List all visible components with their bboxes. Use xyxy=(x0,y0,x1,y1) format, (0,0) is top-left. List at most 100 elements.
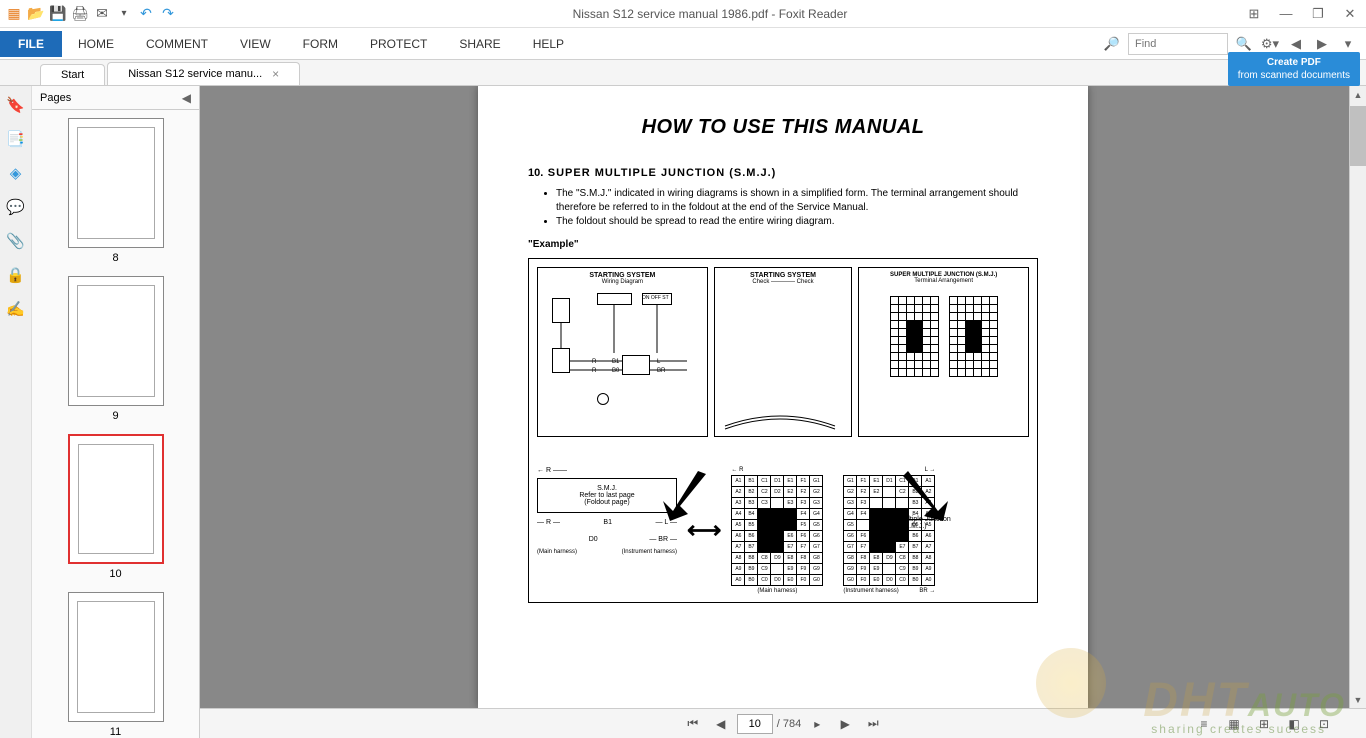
view-mode-icon[interactable]: ≡ xyxy=(1192,713,1216,735)
menu-comment[interactable]: COMMENT xyxy=(130,31,224,57)
signatures-icon[interactable]: ✍ xyxy=(5,298,27,320)
app-icon: ▦ xyxy=(4,4,24,24)
menu-share[interactable]: SHARE xyxy=(443,31,516,57)
section-title: SUPER MULTIPLE JUNCTION (S.M.J.) xyxy=(548,167,777,179)
tab-label: Nissan S12 service manu... xyxy=(128,68,262,80)
menu-form[interactable]: FORM xyxy=(287,31,354,57)
next-page-button[interactable]: ▶ xyxy=(833,713,857,735)
scroll-up-icon[interactable]: ▲ xyxy=(1350,86,1366,103)
file-menu[interactable]: FILE xyxy=(0,31,62,57)
scroll-thumb[interactable] xyxy=(1350,106,1366,166)
menu-home[interactable]: HOME xyxy=(62,31,130,57)
terminal-grid-left: A1B1C1D1E1F1G1A2B2C2D2E2F2G2A3B3C3E3F3G3… xyxy=(731,475,823,586)
pages-icon[interactable]: 📑 xyxy=(5,128,27,150)
tab-close-icon[interactable]: × xyxy=(272,67,279,81)
quick-access-toolbar: ▦ 📂 💾 🖨 ✉ ▾ ↶ ↷ xyxy=(4,4,178,24)
menu-help[interactable]: HELP xyxy=(517,31,580,57)
window-controls: ⊞ — ❐ ✕ xyxy=(1242,4,1362,24)
tab-label: Start xyxy=(61,69,84,81)
create-pdf-title: Create PDF xyxy=(1238,56,1350,69)
document-tabs: Start Nissan S12 service manu... × xyxy=(0,60,1366,86)
comments-icon[interactable]: 💬 xyxy=(5,196,27,218)
view-mode-icon[interactable]: ⊞ xyxy=(1252,713,1276,735)
terminal-grids: ← R A1B1C1D1E1F1G1A2B2C2D2E2F2G2A3B3C3E3… xyxy=(731,467,1029,594)
search-input[interactable] xyxy=(1128,33,1228,55)
pdf-page: HOW TO USE THIS MANUAL 10. SUPER MULTIPL… xyxy=(478,86,1088,708)
collapse-icon[interactable]: ◀ xyxy=(182,91,191,105)
view-mode-buttons: ≡ ▦ ⊞ ◧ ⊡ xyxy=(1192,713,1336,735)
page-navigation-bar: ⏮ ◀ / 784 ▸ ▶ ⏭ ≡ ▦ ⊞ ◧ ⊡ xyxy=(200,708,1366,738)
terminal-panel: SUPER MULTIPLE JUNCTION (S.M.J.) Termina… xyxy=(858,267,1029,437)
first-page-button[interactable]: ⏮ xyxy=(681,713,705,735)
view-mode-icon[interactable]: ◧ xyxy=(1282,713,1306,735)
close-button[interactable]: ✕ xyxy=(1338,4,1362,24)
search-icon[interactable]: 🔍 xyxy=(1234,34,1254,54)
bullet-item: The foldout should be spread to read the… xyxy=(556,215,1038,229)
vertical-scrollbar[interactable]: ▲ ▼ xyxy=(1349,86,1366,708)
view-mode-icon[interactable]: ⊡ xyxy=(1312,713,1336,735)
scroll-down-icon[interactable]: ▼ xyxy=(1350,691,1366,708)
window-title: Nissan S12 service manual 1986.pdf - Fox… xyxy=(178,7,1242,21)
section-number: 10. xyxy=(528,167,543,179)
page-thumbnail[interactable]: 10 xyxy=(40,434,191,580)
wiring-diagram-panel: STARTING SYSTEM Wiring Diagram ON OFF ST… xyxy=(537,267,708,437)
page-total-label: / 784 xyxy=(777,718,801,730)
wiring-schematic: ON OFF ST B1 B0 L BR R R xyxy=(542,293,703,413)
bullet-list: The "S.M.J." indicated in wiring diagram… xyxy=(542,187,1038,229)
sidebar: 🔖 📑 ◈ 💬 📎 🔒 ✍ Pages ◀ 891011 xyxy=(0,86,200,738)
terminal-grid-right: G1F1E1D1C1B1A1G2F2E2C2B2A2G3F3B3A3G4F4B4… xyxy=(843,475,935,586)
next-find-icon[interactable]: ▶ xyxy=(1312,34,1332,54)
prev-page-button[interactable]: ◀ xyxy=(709,713,733,735)
redo-icon[interactable]: ↷ xyxy=(158,4,178,24)
diagram-container: STARTING SYSTEM Wiring Diagram ON OFF ST… xyxy=(528,258,1038,603)
view-mode-icon[interactable]: ▦ xyxy=(1222,713,1246,735)
last-page-button[interactable]: ⏭ xyxy=(861,713,885,735)
bookmarks-icon[interactable]: 🔖 xyxy=(5,94,27,116)
bullet-item: The "S.M.J." indicated in wiring diagram… xyxy=(556,187,1038,215)
menu-protect[interactable]: PROTECT xyxy=(354,31,443,57)
page-thumbnail[interactable]: 11 xyxy=(40,592,191,738)
menu-view[interactable]: VIEW xyxy=(224,31,287,57)
titlebar: ▦ 📂 💾 🖨 ✉ ▾ ↶ ↷ Nissan S12 service manua… xyxy=(0,0,1366,28)
smj-mini-grid-left xyxy=(890,296,939,377)
undo-icon[interactable]: ↶ xyxy=(136,4,156,24)
tab-start[interactable]: Start xyxy=(40,64,105,85)
go-button[interactable]: ▸ xyxy=(805,713,829,735)
main-area: 🔖 📑 ◈ 💬 📎 🔒 ✍ Pages ◀ 891011 HOW TO USE … xyxy=(0,86,1366,738)
print-icon[interactable]: 🖨 xyxy=(70,4,90,24)
create-pdf-sub: from scanned documents xyxy=(1238,69,1350,82)
find-dropdown-icon[interactable]: ▾ xyxy=(1338,34,1358,54)
smj-reference-box: S.M.J. Refer to last page (Foldout page) xyxy=(537,478,677,513)
dropdown-icon[interactable]: ▾ xyxy=(114,4,134,24)
section-heading: 10. SUPER MULTIPLE JUNCTION (S.M.J.) xyxy=(528,163,1038,181)
maximize-button[interactable]: ❐ xyxy=(1306,4,1330,24)
double-arrow-icon: ⟷ xyxy=(687,516,721,545)
pages-title: Pages xyxy=(40,92,71,104)
smj-detail-left: ← R —— S.M.J. Refer to last page (Foldou… xyxy=(537,467,677,594)
save-icon[interactable]: 💾 xyxy=(48,4,68,24)
document-scroll[interactable]: HOW TO USE THIS MANUAL 10. SUPER MULTIPL… xyxy=(200,86,1366,708)
email-icon[interactable]: ✉ xyxy=(92,4,112,24)
security-icon[interactable]: 🔒 xyxy=(5,264,27,286)
diagram-bottom-row: ← R —— S.M.J. Refer to last page (Foldou… xyxy=(537,467,1029,594)
sidebar-icon-strip: 🔖 📑 ◈ 💬 📎 🔒 ✍ xyxy=(0,86,32,738)
smj-mini-grid-right xyxy=(949,296,998,377)
menubar: FILE HOME COMMENT VIEW FORM PROTECT SHAR… xyxy=(0,28,1366,60)
pages-header: Pages ◀ xyxy=(32,86,199,110)
settings-icon[interactable]: ⚙▾ xyxy=(1260,34,1280,54)
open-icon[interactable]: 📂 xyxy=(26,4,46,24)
page-title: HOW TO USE THIS MANUAL xyxy=(528,116,1038,139)
page-thumbnail[interactable]: 8 xyxy=(40,118,191,264)
create-pdf-banner[interactable]: Create PDF from scanned documents xyxy=(1228,52,1360,86)
search-trigger-icon[interactable]: 🔎 xyxy=(1102,34,1122,54)
page-thumbnail[interactable]: 9 xyxy=(40,276,191,422)
attachments-icon[interactable]: 📎 xyxy=(5,230,27,252)
grid-icon[interactable]: ⊞ xyxy=(1242,4,1266,24)
minimize-button[interactable]: — xyxy=(1274,4,1298,24)
page-number-input[interactable] xyxy=(737,714,773,734)
tab-document[interactable]: Nissan S12 service manu... × xyxy=(107,62,300,85)
check-panel: STARTING SYSTEM Check ———— Check xyxy=(714,267,853,437)
prev-find-icon[interactable]: ◀ xyxy=(1286,34,1306,54)
document-viewer: HOW TO USE THIS MANUAL 10. SUPER MULTIPL… xyxy=(200,86,1366,738)
layers-icon[interactable]: ◈ xyxy=(5,162,27,184)
